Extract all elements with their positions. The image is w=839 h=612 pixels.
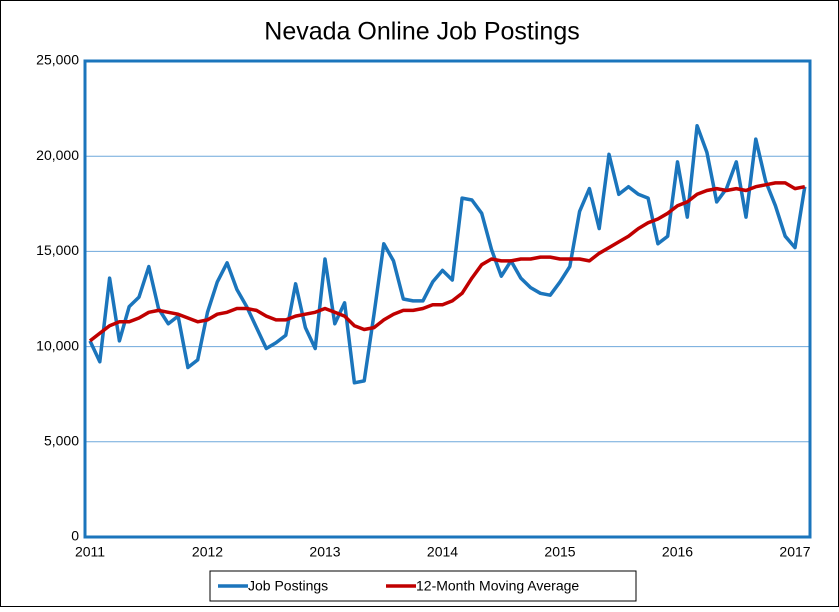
x-tick-label: 2013: [309, 544, 340, 560]
x-tick-label: 2011: [75, 544, 105, 560]
legend-label: Job Postings: [248, 578, 328, 594]
x-tick-label: 2014: [427, 544, 458, 560]
series-line: [88, 181, 806, 343]
y-tick-label: 15,000: [36, 242, 79, 258]
x-tick-label: 2015: [544, 544, 575, 560]
series-line: [88, 123, 807, 385]
legend-label: 12-Month Moving Average: [416, 578, 579, 594]
y-tick-label: 0: [71, 528, 79, 544]
y-tick-label: 20,000: [36, 147, 79, 163]
plot-frame: [83, 59, 812, 539]
x-tick-label: 2016: [662, 544, 693, 560]
x-tick-label: 2017: [779, 544, 810, 560]
chart-title: Nevada Online Job Postings: [264, 18, 579, 46]
y-tick-label: 25,000: [36, 52, 79, 68]
legend-box: [209, 570, 637, 602]
y-tick-label: 5,000: [44, 433, 79, 449]
y-tick-label: 10,000: [36, 337, 79, 353]
x-tick-label: 2012: [192, 544, 223, 560]
